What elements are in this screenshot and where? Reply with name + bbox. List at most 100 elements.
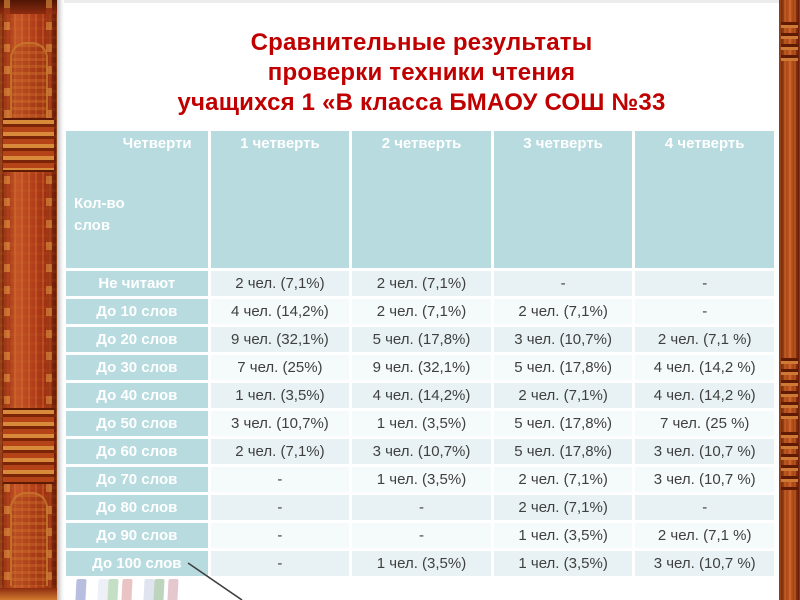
table-row: До 10 слов 4 чел. (14,2%) 2 чел. (7,1%) 2 ч… [66, 299, 774, 324]
table-cell: 3 чел. (10,7%) [210, 411, 350, 436]
carved-arch-motif [10, 42, 48, 118]
table-cell: 1 чел. (3,5%) [352, 467, 491, 492]
title-line-3: учащихся 1 «В класса БМАОУ СОШ №33 [177, 89, 666, 116]
left-border-shadow [57, 0, 64, 600]
carved-ridge-group [3, 408, 54, 484]
row-label: Не читают [66, 271, 208, 296]
table-cell: 2 чел. (7,1%) [493, 467, 633, 492]
table-cell: 2 чел. (7,1%) [493, 383, 633, 408]
table-row: До 80 слов - -2 чел. (7,1%) - [66, 495, 774, 520]
row-label: До 40 слов [66, 383, 208, 408]
table-cell: - [210, 495, 350, 520]
table-cell: 5 чел. (17,8%) [352, 327, 491, 352]
table-cell: 1 чел. (3,5%) [493, 523, 633, 548]
table-header-row: Четверти Кол-во слов 1 четверть 2 четверть 3… [66, 131, 774, 268]
row-label: До 100 слов [66, 551, 208, 576]
table-cell: 1 чел. (3,5%) [352, 551, 491, 576]
wood-top-band [0, 0, 57, 14]
table-cell: 2 чел. (7,1%) [493, 495, 633, 520]
table-cell: 7 чел. (25 %) [635, 411, 774, 436]
table-cell: 2 чел. (7,1 %) [635, 327, 774, 352]
table-cell: 4 чел. (14,2 %) [635, 355, 774, 380]
table-row: До 90 слов - -1 чел. (3,5%) 2 чел. (7,1 %) [66, 523, 774, 548]
table-cell: 3 чел. (10,7%) [352, 439, 491, 464]
book-spines-decoration [75, 579, 179, 600]
book-spine [121, 579, 133, 600]
table-cell: - [352, 523, 491, 548]
wood-grain-streak [4, 0, 10, 600]
table-cell: - [210, 467, 350, 492]
slide-title: Сравнительные результаты проверки техник… [64, 28, 779, 118]
carved-notch-group [781, 358, 798, 424]
table-cell: - [210, 551, 350, 576]
row-label: До 70 слов [66, 467, 208, 492]
carved-notch-group [781, 432, 798, 490]
title-line-1: Сравнительные результаты [250, 29, 593, 56]
table-cell: 7 чел. (25%) [210, 355, 350, 380]
table-cell: 4 чел. (14,2 %) [635, 383, 774, 408]
table-row: Не читают 2 чел. (7,1%) 2 чел. (7,1%) - - [66, 271, 774, 296]
table-cell: 2 чел. (7,1 %) [635, 523, 774, 548]
table-cell: - [493, 271, 633, 296]
table-cell: 3 чел. (10,7 %) [635, 551, 774, 576]
header-corner-cell: Четверти Кол-во слов [66, 131, 208, 268]
callout-line [187, 562, 243, 600]
right-wood-border-decoration [779, 0, 800, 600]
wood-grain-streak [46, 0, 52, 600]
table-cell: 2 чел. (7,1%) [493, 299, 633, 324]
table-row: До 100 слов -1 чел. (3,5%) 1 чел. (3,5%) 3 … [66, 551, 774, 576]
header-quarter-3: 3 четверть [493, 131, 633, 268]
table-row: До 30 слов 7 чел. (25%) 9 чел. (32,1%) 5 че… [66, 355, 774, 380]
table-row: До 60 слов 2 чел. (7,1%) 3 чел. (10,7%) 5 ч… [66, 439, 774, 464]
table-cell: 1 чел. (3,5%) [352, 411, 491, 436]
book-spine [167, 579, 179, 600]
table-row: До 20 слов 9 чел. (32,1%) 5 чел. (17,8%) 3 … [66, 327, 774, 352]
header-quarters-label: Четверти [122, 135, 192, 152]
row-label: До 60 слов [66, 439, 208, 464]
table-cell: 5 чел. (17,8%) [493, 411, 633, 436]
carved-arch-motif [10, 492, 48, 586]
table-cell: - [352, 495, 491, 520]
table-cell: 5 чел. (17,8%) [493, 355, 633, 380]
table-cell: 4 чел. (14,2%) [210, 299, 350, 324]
row-label: До 10 слов [66, 299, 208, 324]
wood-bottom-band [0, 588, 57, 600]
header-quarter-4: 4 четверть [635, 131, 774, 268]
table-cell: - [635, 271, 774, 296]
table-cell: 2 чел. (7,1%) [352, 299, 491, 324]
header-quarter-1: 1 четверть [210, 131, 350, 268]
row-label: До 20 слов [66, 327, 208, 352]
row-label: До 80 слов [66, 495, 208, 520]
table-row: До 50 слов 3 чел. (10,7%) 1 чел. (3,5%) 5 ч… [66, 411, 774, 436]
table-cell: 3 чел. (10,7 %) [635, 467, 774, 492]
header-wordcount-label: Кол-во слов [74, 195, 125, 234]
book-spine [107, 579, 119, 600]
carved-notch-group [781, 22, 798, 62]
book-spine [75, 579, 87, 600]
table-cell: 4 чел. (14,2%) [352, 383, 491, 408]
table-cell: 1 чел. (3,5%) [493, 551, 633, 576]
reading-results-table: Четверти Кол-во слов 1 четверть 2 четверть 3… [63, 128, 777, 579]
table-cell: 9 чел. (32,1%) [352, 355, 491, 380]
table-cell: 3 чел. (10,7%) [493, 327, 633, 352]
table-cell: 3 чел. (10,7 %) [635, 439, 774, 464]
row-label: До 30 слов [66, 355, 208, 380]
table-cell: 9 чел. (32,1%) [210, 327, 350, 352]
table-cell: 5 чел. (17,8%) [493, 439, 633, 464]
title-line-2: проверки техники чтения [267, 59, 576, 86]
row-label: До 90 слов [66, 523, 208, 548]
row-label: До 50 слов [66, 411, 208, 436]
header-quarter-2: 2 четверть [352, 131, 491, 268]
table-cell: 1 чел. (3,5%) [210, 383, 350, 408]
table-row: До 40 слов 1 чел. (3,5%) 4 чел. (14,2%) 2 ч… [66, 383, 774, 408]
carved-ridge-group [3, 118, 54, 172]
table-cell: 2 чел. (7,1%) [210, 439, 350, 464]
table-cell: - [635, 299, 774, 324]
book-spine [153, 579, 165, 600]
table-cell: - [635, 495, 774, 520]
table-cell: 2 чел. (7,1%) [210, 271, 350, 296]
table-cell: 2 чел. (7,1%) [352, 271, 491, 296]
top-edge-strip [64, 0, 779, 3]
left-wood-border-decoration [0, 0, 57, 600]
